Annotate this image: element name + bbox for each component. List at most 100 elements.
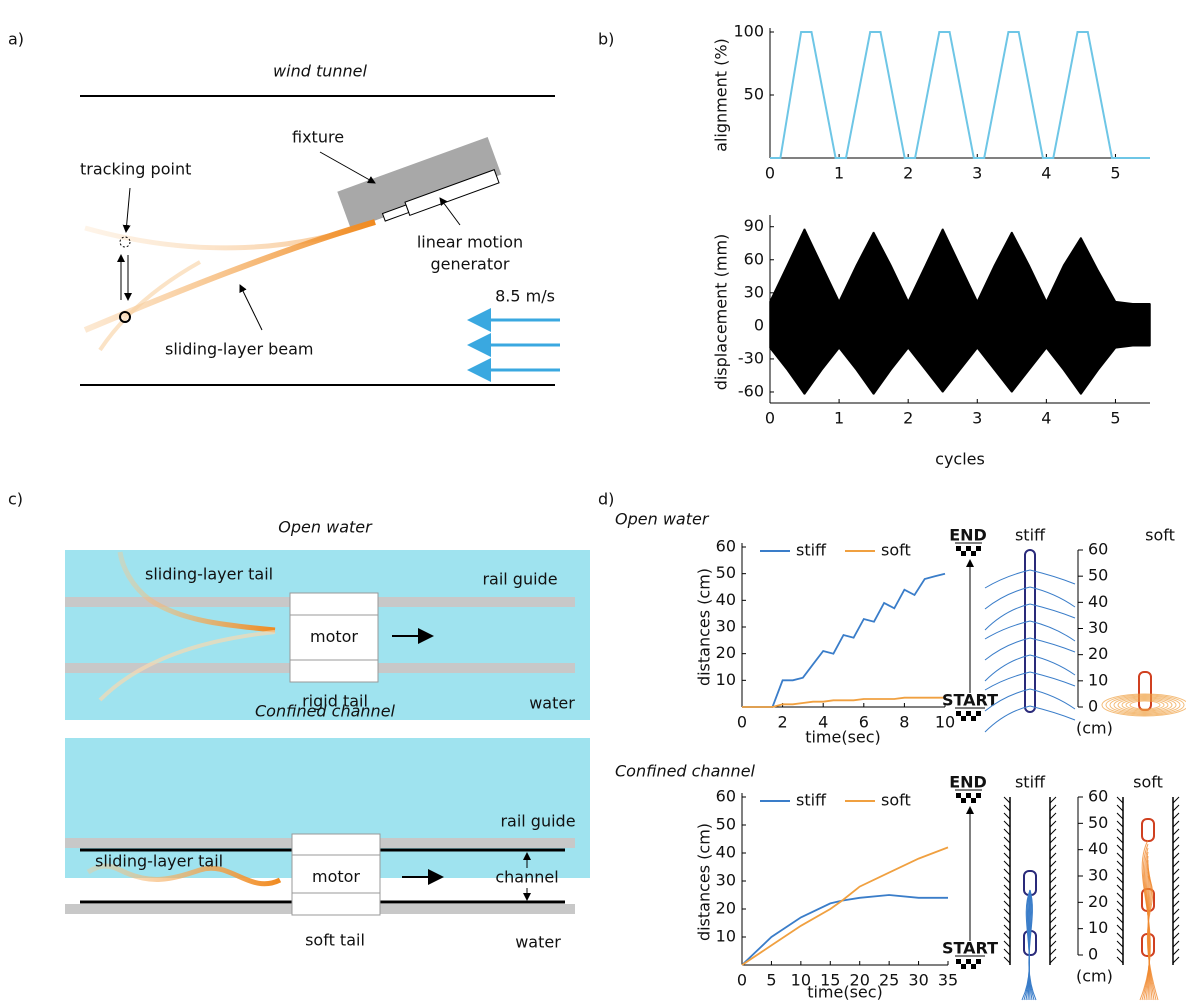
y-tick-label: 90 bbox=[744, 216, 764, 235]
label: sliding-layer tail bbox=[145, 565, 273, 584]
finish-flag bbox=[961, 798, 966, 803]
wall-hatch bbox=[1003, 948, 1011, 956]
wall-hatch bbox=[1116, 948, 1124, 956]
finish-flag bbox=[966, 959, 971, 964]
finish-flag bbox=[971, 551, 976, 556]
tail-trace bbox=[1113, 696, 1177, 714]
finish-flag bbox=[971, 964, 976, 969]
y-tick-label: 30 bbox=[716, 617, 736, 636]
wall-hatch bbox=[1172, 932, 1180, 940]
x-tick-label: 3 bbox=[972, 164, 982, 183]
label: sliding-layer beam bbox=[165, 340, 314, 359]
tail-trace bbox=[1029, 654, 1076, 676]
scale-tick-label: 0 bbox=[1088, 945, 1098, 964]
tail-trace bbox=[1125, 699, 1165, 711]
x-tick-label: 20 bbox=[850, 971, 870, 990]
x-axis-label: time(sec) bbox=[805, 728, 881, 747]
label: rail guide bbox=[482, 570, 557, 589]
label: generator bbox=[430, 255, 509, 274]
wall-hatch bbox=[1003, 900, 1011, 908]
wall-hatch bbox=[1172, 908, 1180, 916]
wall-hatch bbox=[1116, 916, 1124, 924]
x-tick-label: 0 bbox=[737, 971, 747, 990]
wall-hatch bbox=[1116, 804, 1124, 812]
wall-hatch bbox=[1003, 844, 1011, 852]
wall-hatch bbox=[1172, 812, 1180, 820]
x-tick-label: 3 bbox=[972, 409, 982, 428]
y-tick-label: 50 bbox=[744, 85, 764, 104]
wall-hatch bbox=[1172, 924, 1180, 932]
panel-label: a) bbox=[8, 30, 24, 49]
motor-clamp bbox=[291, 833, 381, 857]
y-tick-label: 40 bbox=[716, 590, 736, 609]
wall-hatch bbox=[1049, 924, 1057, 932]
y-tick-label: 60 bbox=[716, 787, 736, 806]
wall-hatch bbox=[1172, 796, 1180, 804]
y-tick-label: -60 bbox=[738, 381, 764, 400]
finish-flag bbox=[976, 793, 981, 798]
wall-hatch bbox=[1116, 940, 1124, 948]
wall-hatch bbox=[1049, 812, 1057, 820]
label: channel bbox=[495, 868, 558, 887]
wall-hatch bbox=[1003, 908, 1011, 916]
tail-trace bbox=[984, 705, 1031, 733]
wall-hatch bbox=[1049, 892, 1057, 900]
panel-label: c) bbox=[8, 490, 23, 509]
tail-trace bbox=[1146, 875, 1159, 1001]
wall-hatch bbox=[1049, 844, 1057, 852]
legend-label: stiff bbox=[796, 791, 827, 810]
y-tick-label: -30 bbox=[738, 348, 764, 367]
wall-hatch bbox=[1049, 908, 1057, 916]
y-axis-label: alignment (%) bbox=[712, 38, 731, 152]
wall-hatch bbox=[1049, 900, 1057, 908]
wall-hatch bbox=[1003, 884, 1011, 892]
wall-hatch bbox=[1172, 876, 1180, 884]
wall-hatch bbox=[1049, 932, 1057, 940]
wall-hatch bbox=[1116, 812, 1124, 820]
finish-flag bbox=[966, 793, 971, 798]
wall-hatch bbox=[1049, 948, 1057, 956]
motor-clamp bbox=[289, 659, 379, 683]
tail-trace bbox=[984, 671, 1031, 691]
x-tick-label: 8 bbox=[899, 713, 909, 732]
tail-trace bbox=[1029, 620, 1076, 642]
wall-hatch bbox=[1003, 956, 1011, 964]
y-tick-label: 50 bbox=[716, 815, 736, 834]
body-track bbox=[1024, 549, 1036, 713]
y-tick-label: 40 bbox=[716, 843, 736, 862]
legend-label: soft bbox=[881, 541, 911, 560]
y-tick-label: 60 bbox=[716, 537, 736, 556]
finish-flag bbox=[976, 711, 981, 716]
x-tick-label: 1 bbox=[834, 409, 844, 428]
wall-hatch bbox=[1003, 924, 1011, 932]
wall-hatch bbox=[1003, 860, 1011, 868]
tail-trace bbox=[984, 637, 1031, 661]
y-tick-label: 50 bbox=[716, 563, 736, 582]
panel-title: Open water bbox=[615, 510, 710, 529]
label: END bbox=[949, 526, 987, 545]
wall-hatch bbox=[1116, 836, 1124, 844]
panel-title: Confined channel bbox=[255, 702, 396, 721]
wall-hatch bbox=[1172, 852, 1180, 860]
label: tracking point bbox=[80, 160, 191, 179]
tail-trace bbox=[1029, 671, 1076, 687]
wall-hatch bbox=[1172, 828, 1180, 836]
tail-trace bbox=[1129, 700, 1161, 710]
label: soft tail bbox=[305, 931, 365, 950]
tail-trace bbox=[1029, 603, 1076, 619]
wall-hatch bbox=[1172, 820, 1180, 828]
wall-hatch bbox=[1049, 884, 1057, 892]
tracking-point bbox=[119, 311, 131, 323]
wall-hatch bbox=[1003, 828, 1011, 836]
wall-hatch bbox=[1116, 956, 1124, 964]
scale-tick-label: 50 bbox=[1088, 813, 1108, 832]
x-tick-label: 4 bbox=[1041, 164, 1051, 183]
x-tick-label: 4 bbox=[1041, 409, 1051, 428]
tail-trace bbox=[1029, 705, 1076, 721]
finish-flag bbox=[976, 546, 981, 551]
wall-hatch bbox=[1049, 868, 1057, 876]
line bbox=[741, 894, 948, 966]
wall-hatch bbox=[1172, 892, 1180, 900]
x-tick-label: 10 bbox=[935, 713, 955, 732]
label: stiff bbox=[1015, 773, 1046, 792]
